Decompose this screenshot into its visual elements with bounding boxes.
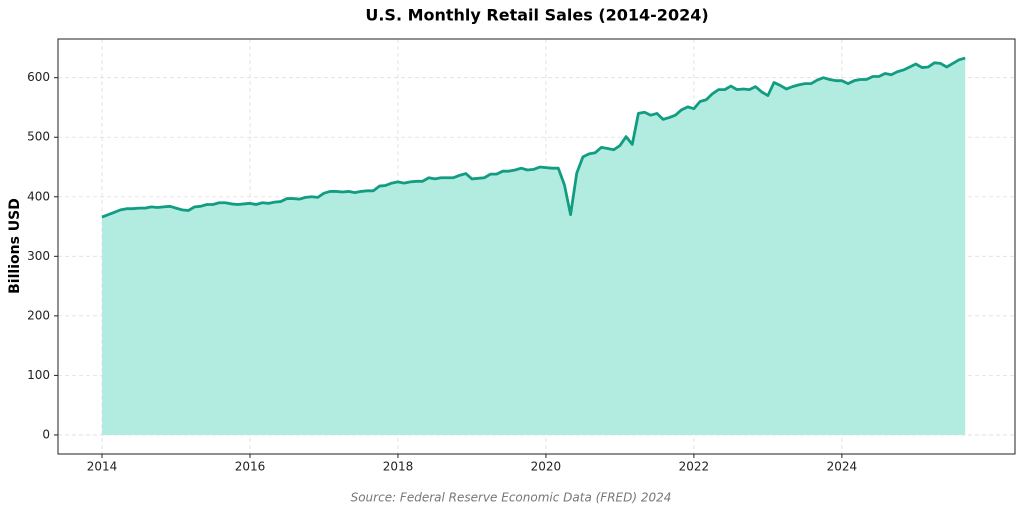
x-tick-label: 2014	[87, 460, 118, 474]
y-tick-label: 300	[27, 249, 50, 263]
y-tick-label: 0	[42, 427, 50, 441]
area	[102, 58, 966, 435]
y-tick-label: 100	[27, 368, 50, 382]
y-tick-label: 200	[27, 308, 50, 322]
x-tick-label: 2024	[827, 460, 858, 474]
source-note: Source: Federal Reserve Economic Data (F…	[351, 491, 672, 505]
x-tick-label: 2020	[531, 460, 562, 474]
line	[101, 56, 966, 219]
x-tick-label: 2022	[679, 460, 710, 474]
plot-frame	[57, 38, 1016, 455]
x-tick-label: 2016	[235, 460, 266, 474]
y-tick-label: 500	[27, 130, 50, 144]
y-tick-label: 400	[27, 189, 50, 203]
y-axis-label: Billions USD	[7, 198, 23, 294]
y-tick-label: 600	[27, 70, 50, 84]
x-tick-label: 2018	[383, 460, 414, 474]
chart-title: U.S. Monthly Retail Sales (2014-2024)	[365, 6, 708, 25]
